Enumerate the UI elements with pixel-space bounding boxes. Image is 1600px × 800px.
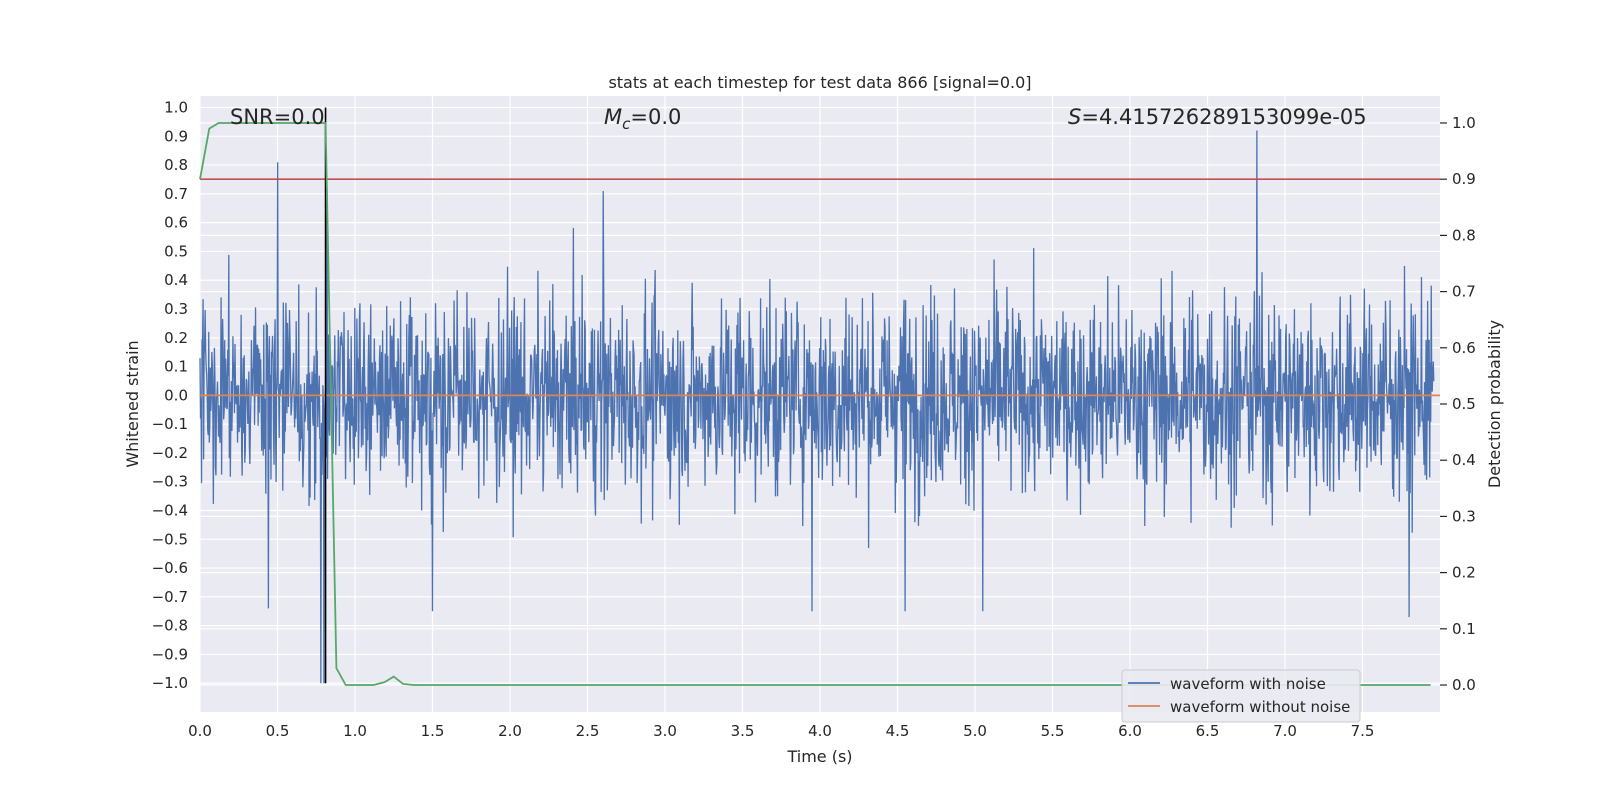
x-tick-label: 5.5 (1041, 722, 1065, 740)
x-tick-label: 0.0 (188, 722, 212, 740)
chart-title: stats at each timestep for test data 866… (608, 73, 1031, 92)
y-left-tick-label: 0.3 (164, 300, 188, 318)
y-left-tick-label: 0.2 (164, 329, 188, 347)
y-right-tick-label: 0.9 (1452, 170, 1476, 188)
legend-label-without-noise: waveform without noise (1170, 698, 1350, 716)
y-left-tick-label: 0.0 (164, 386, 188, 404)
x-tick-label: 4.5 (886, 722, 910, 740)
y-left-tick-label: 0.5 (164, 242, 188, 260)
x-tick-label: 7.0 (1273, 722, 1297, 740)
x-tick-label: 3.5 (731, 722, 755, 740)
x-tick-label: 2.0 (498, 722, 522, 740)
detection-probability-line (199, 122, 1431, 686)
y-left-tick-label: 0.1 (164, 358, 188, 376)
y-left-tick-label: −0.1 (152, 415, 188, 433)
y-left-tick-label: −0.2 (152, 444, 188, 462)
snr-annotation: SNR=0.0 (230, 105, 325, 129)
y-right-tick-label: 0.3 (1452, 507, 1476, 525)
x-tick-label: 0.5 (266, 722, 290, 740)
x-tick-label: 3.0 (653, 722, 677, 740)
x-tick-label: 6.0 (1118, 722, 1142, 740)
series-layer (199, 107, 1440, 686)
s-value: =4.415726289153099e-05 (1081, 105, 1366, 129)
x-tick-label: 1.5 (421, 722, 445, 740)
y-right-tick-label: 0.4 (1452, 451, 1476, 469)
mc-value: =0.0 (630, 105, 681, 129)
y-right-tick-label: 0.5 (1452, 395, 1476, 413)
x-tick-label: 6.5 (1196, 722, 1220, 740)
mc-annotation: Mc=0.0 (604, 105, 681, 133)
y-axis-label-left: Whitened strain (123, 340, 142, 467)
axes: 0.0 0.5 1.0 1.5 2.0 2.5 3.0 3.5 4.0 4.5 5.0 5.5 6.0 6… (152, 99, 1476, 740)
y-left-tick-label: −0.4 (152, 502, 188, 520)
x-tick-label: 7.5 (1351, 722, 1375, 740)
x-tick-label: 1.0 (343, 722, 367, 740)
y-right-tick-label: 1.0 (1452, 114, 1476, 132)
x-tick-label: 4.0 (808, 722, 832, 740)
y-left-tick-label: −0.7 (152, 588, 188, 606)
legend: waveform with noise waveform without noi… (1121, 669, 1361, 723)
y-left-tick-label: −0.3 (152, 473, 188, 491)
y-left-tick-label: −0.5 (152, 530, 188, 548)
x-tick-label: 5.0 (963, 722, 987, 740)
y-left-tick-label: 0.8 (164, 156, 188, 174)
y-left-tick-label: −0.6 (152, 559, 188, 577)
y-left-tick-label: 1.0 (164, 99, 188, 117)
y-left-tick-label: 0.6 (164, 214, 188, 232)
mc-subscript: c (622, 115, 631, 133)
y-left-tick-label: 0.4 (164, 271, 188, 289)
legend-label-with-noise: waveform with noise (1170, 675, 1326, 693)
y-left-tick-label: −0.8 (152, 617, 188, 635)
y-right-tick-label: 0.1 (1452, 620, 1476, 638)
x-axis-label: Time (s) (786, 747, 852, 766)
x-tick-label: 2.5 (576, 722, 600, 740)
y-axis-label-right: Detection probability (1485, 320, 1504, 488)
y-right-tick-label: 0.0 (1452, 676, 1476, 694)
s-annotation: S=4.415726289153099e-05 (1068, 105, 1367, 129)
y-right-tick-label: 0.6 (1452, 339, 1476, 357)
mc-symbol: M (604, 105, 622, 129)
y-left-tick-label: −1.0 (152, 674, 188, 692)
y-left-tick-label: 0.7 (164, 185, 188, 203)
legend-box (1121, 669, 1361, 723)
y-left-tick-label: 0.9 (164, 127, 188, 145)
y-right-tick-label: 0.7 (1452, 283, 1476, 301)
waveform-with-noise-line (199, 130, 1435, 684)
y-right-tick-label: 0.8 (1452, 226, 1476, 244)
s-symbol: S (1068, 105, 1081, 129)
y-right-tick-label: 0.2 (1452, 564, 1476, 582)
y-left-tick-label: −0.9 (152, 645, 188, 663)
